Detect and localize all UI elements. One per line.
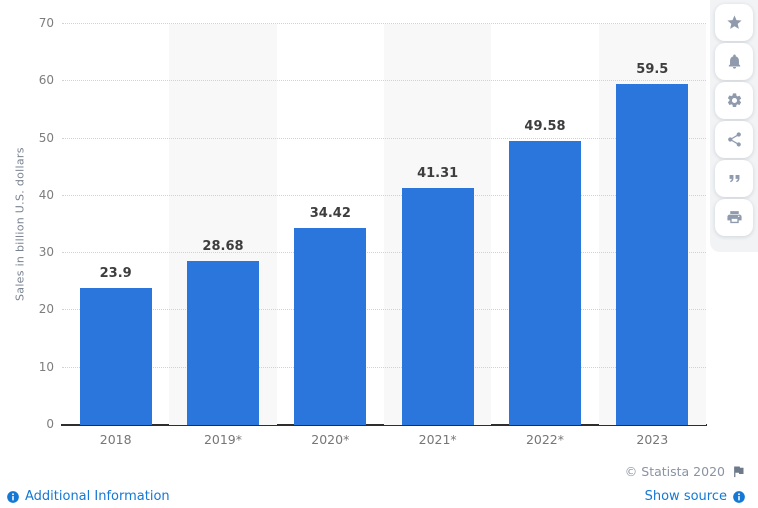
settings-button[interactable] (715, 82, 753, 119)
info-icon (732, 490, 746, 504)
share-icon (727, 132, 741, 147)
bar-value-label: 34.42 (309, 205, 351, 221)
copyright: © Statista 2020 (625, 464, 746, 479)
x-tick-label: 2023 (636, 432, 669, 447)
bar-2021*[interactable] (401, 188, 474, 425)
y-tick-label: 60 (38, 73, 54, 88)
gridline (62, 366, 706, 368)
gridline (62, 194, 706, 196)
additional-information-link[interactable]: Additional Information (6, 489, 170, 504)
y-tick-label: 30 (38, 245, 54, 260)
quote-icon (729, 174, 739, 183)
gridline (62, 23, 706, 24)
bar-2019*[interactable] (187, 260, 259, 425)
x-tick-label: 2021* (418, 432, 457, 447)
additional-information-label: Additional Information (25, 489, 170, 504)
copyright-text: © Statista 2020 (624, 464, 725, 479)
alert-button[interactable] (715, 43, 753, 80)
cite-button[interactable] (715, 160, 753, 197)
flag-icon (734, 466, 744, 478)
bell-icon (728, 54, 740, 69)
y-tick-label: 20 (38, 302, 54, 317)
x-axis-line (61, 424, 707, 426)
show-source-link[interactable]: Show source (645, 489, 746, 504)
bar-2020*[interactable] (294, 227, 367, 425)
gear-icon (727, 93, 741, 108)
star-icon (726, 15, 742, 29)
print-icon (726, 211, 742, 224)
y-tick-label: 10 (38, 359, 54, 374)
gridline (62, 80, 706, 82)
bar-value-label: 49.58 (524, 118, 566, 134)
x-tick-label: 2019* (203, 432, 243, 447)
print-button[interactable] (715, 199, 753, 236)
y-tick-label: 40 (38, 187, 54, 202)
show-source-label: Show source (644, 489, 727, 504)
x-tick-label: 2018 (99, 432, 132, 447)
x-tick-label: 2020* (311, 432, 350, 447)
x-tick-label: 2022* (525, 432, 565, 447)
y-tick-label: 70 (38, 16, 54, 30)
bar-value-label: 23.9 (99, 266, 132, 282)
y-tick-label: 0 (46, 417, 54, 431)
bar-2022*[interactable] (509, 140, 581, 425)
share-button[interactable] (715, 121, 753, 158)
info-icon (6, 490, 20, 504)
y-tick-label: 50 (38, 130, 54, 145)
bar-2018[interactable] (79, 288, 152, 425)
favorite-button[interactable] (715, 4, 753, 41)
gridline (62, 252, 706, 254)
bar-value-label: 59.5 (636, 62, 669, 78)
bar-2023[interactable] (616, 84, 689, 425)
bar-value-label: 28.68 (202, 238, 244, 254)
gridline (62, 309, 706, 311)
side-toolbar (710, 0, 758, 252)
bar-value-label: 41.31 (417, 166, 459, 182)
gridline (62, 137, 706, 139)
